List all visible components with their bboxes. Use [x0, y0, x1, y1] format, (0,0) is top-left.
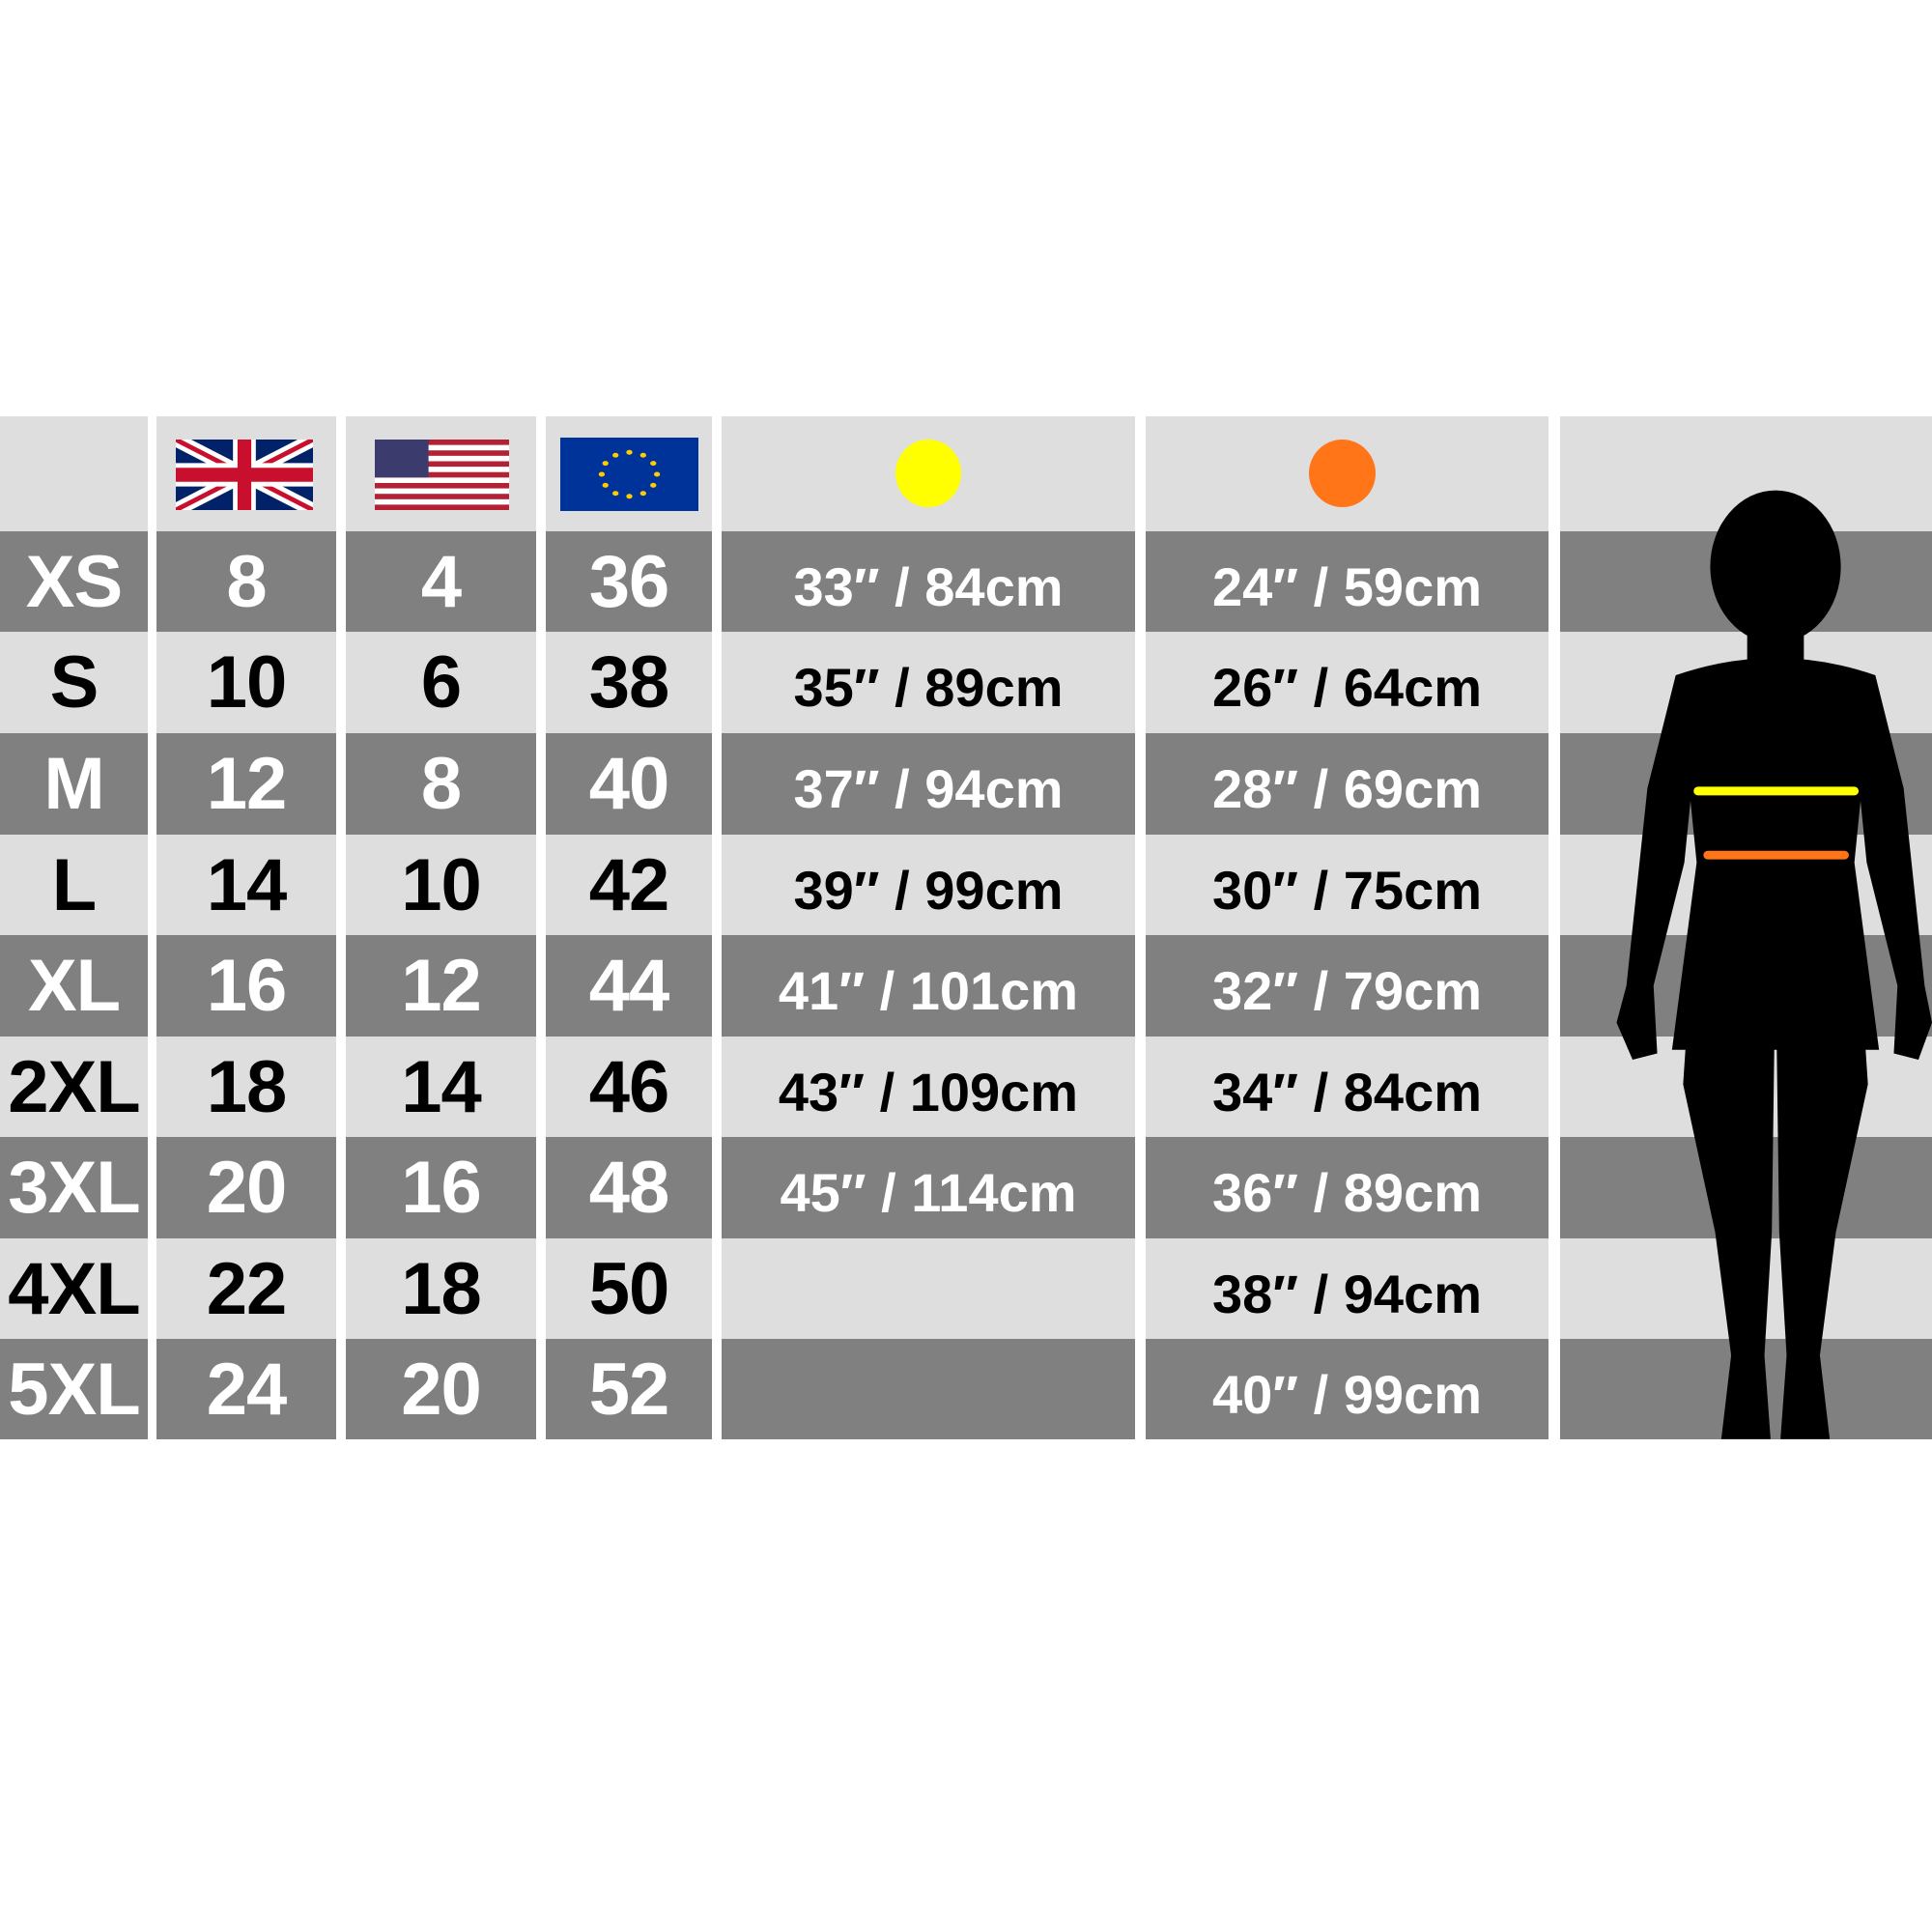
waist-measurement: 28″ / 69cm [1146, 733, 1548, 835]
eu-size: 46 [546, 1037, 712, 1137]
uk-size: 20 [156, 1137, 336, 1238]
bust-measurement: 41″ / 101cm [722, 935, 1135, 1037]
eu-size: 42 [546, 835, 712, 935]
uk-size: 8 [156, 531, 336, 632]
figure-band [1560, 835, 1932, 935]
size-label: 4XL [0, 1238, 148, 1339]
uk-size: 16 [156, 935, 336, 1037]
waist-measurement: 26″ / 64cm [1146, 632, 1548, 733]
waist-measurement: 38″ / 94cm [1146, 1238, 1548, 1339]
uk-size: 14 [156, 835, 336, 935]
uk-size: 18 [156, 1037, 336, 1137]
bust-measurement: 37″ / 94cm [722, 733, 1135, 835]
bust-measurement [722, 1238, 1135, 1339]
bust-measurement: 39″ / 99cm [722, 835, 1135, 935]
eu-size: 52 [546, 1339, 712, 1439]
uk-size: 12 [156, 733, 336, 835]
figure-band [1560, 935, 1932, 1037]
us-size: 16 [346, 1137, 536, 1238]
uk-size: 10 [156, 632, 336, 733]
uk-size: 24 [156, 1339, 336, 1439]
us-size: 10 [346, 835, 536, 935]
size-label: XS [0, 531, 148, 632]
figure-band [1560, 1037, 1932, 1137]
size-label: M [0, 733, 148, 835]
eu-size: 44 [546, 935, 712, 1037]
uk-size: 22 [156, 1238, 336, 1339]
us-size: 8 [346, 733, 536, 835]
waist-measurement: 34″ / 84cm [1146, 1037, 1548, 1137]
figure-band [1560, 1339, 1932, 1439]
bust-measurement: 33″ / 84cm [722, 531, 1135, 632]
figure-band [1560, 1238, 1932, 1339]
yellow-dot-icon [895, 440, 961, 507]
size-label: 5XL [0, 1339, 148, 1439]
bust-measurement [722, 1339, 1135, 1439]
eu-size: 38 [546, 632, 712, 733]
waist-measurement: 40″ / 99cm [1146, 1339, 1548, 1439]
eu-size: 36 [546, 531, 712, 632]
us-flag-icon [375, 440, 509, 510]
figure-band [1560, 733, 1932, 835]
uk-flag-icon [176, 440, 313, 510]
us-size: 12 [346, 935, 536, 1037]
bust-measurement: 35″ / 89cm [722, 632, 1135, 733]
eu-flag-icon [560, 438, 698, 511]
us-size: 14 [346, 1037, 536, 1137]
figure-band [1560, 632, 1932, 733]
bust-measurement: 45″ / 114cm [722, 1137, 1135, 1238]
eu-size: 50 [546, 1238, 712, 1339]
eu-size: 40 [546, 733, 712, 835]
header-cell [0, 416, 148, 531]
size-label: 3XL [0, 1137, 148, 1238]
orange-dot-icon [1309, 440, 1376, 507]
bust-measurement: 43″ / 109cm [722, 1037, 1135, 1137]
us-size: 4 [346, 531, 536, 632]
eu-size: 48 [546, 1137, 712, 1238]
size-label: L [0, 835, 148, 935]
us-size: 18 [346, 1238, 536, 1339]
waist-measurement: 32″ / 79cm [1146, 935, 1548, 1037]
waist-measurement: 30″ / 75cm [1146, 835, 1548, 935]
header-cell [1560, 416, 1932, 531]
size-label: XL [0, 935, 148, 1037]
figure-band [1560, 531, 1932, 632]
size-label: S [0, 632, 148, 733]
us-size: 20 [346, 1339, 536, 1439]
waist-measurement: 36″ / 89cm [1146, 1137, 1548, 1238]
us-size: 6 [346, 632, 536, 733]
size-label: 2XL [0, 1037, 148, 1137]
waist-measurement: 24″ / 59cm [1146, 531, 1548, 632]
figure-band [1560, 1137, 1932, 1238]
